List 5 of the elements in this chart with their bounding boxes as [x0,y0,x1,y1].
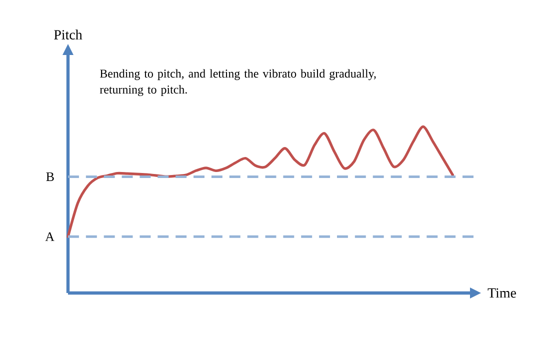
text: Pitch [54,30,82,40]
text: Bending to pitch, and letting the vibrato build gradually, returning to pitch. [100,69,376,96]
x-axis-title: Time [488,288,516,298]
ref-line-label: A [45,232,54,241]
ref-line-label: B [46,172,54,181]
